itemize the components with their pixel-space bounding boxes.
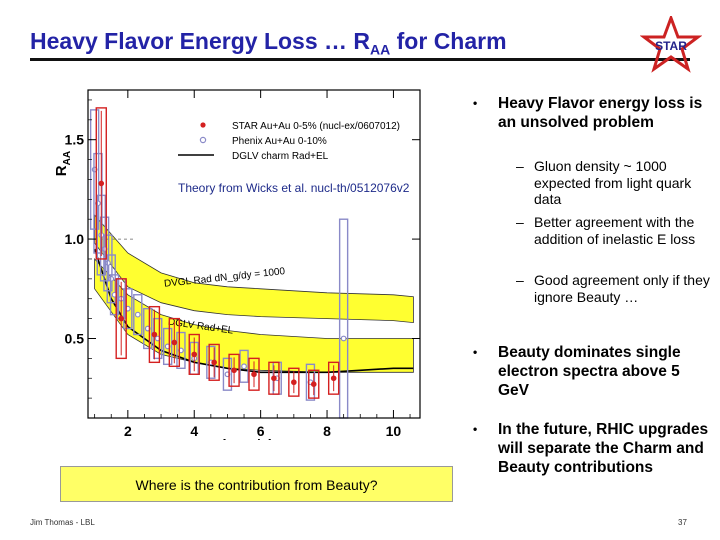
star-error-box [148, 305, 161, 364]
star-error-box [228, 353, 240, 387]
phenix-error-box [176, 331, 186, 370]
star-error-box [188, 333, 200, 375]
star-point [171, 339, 178, 346]
legend-label: Phenix Au+Au 0-10% [232, 136, 327, 147]
theory-note: Theory from Wicks et al. nucl-th/0512076… [178, 181, 410, 195]
phenix-point [241, 363, 247, 370]
star-point [330, 375, 337, 382]
phenix-error-box [133, 294, 143, 336]
bullet-3: • In the future, RHIC upgrades will separ… [473, 421, 709, 476]
dvgl-rad-band [94, 214, 414, 324]
star-point [118, 315, 124, 322]
star-error-box [308, 369, 320, 399]
star-error-box [115, 278, 127, 360]
x-tick-label: 2 [124, 423, 132, 439]
x-tick-label: 6 [257, 423, 265, 439]
phenix-error-box [123, 288, 133, 330]
phenix-error-box [143, 307, 153, 350]
star-point [251, 371, 257, 378]
phenix-error-box [109, 274, 120, 316]
y-tick-label: 1.5 [65, 132, 85, 148]
bullet-2: • Beauty dominates single electron spectr… [473, 344, 681, 399]
star-error-box [95, 107, 107, 260]
star-point [291, 379, 297, 386]
title-underline [30, 58, 690, 61]
footer-author: Jim Thomas - LBL [30, 518, 95, 527]
legend-label: STAR Au+Au 0-5% (nucl-ex/0607012) [232, 121, 400, 132]
legend-label: DGLV charm Rad+EL [232, 151, 329, 162]
phenix-point [134, 311, 141, 318]
bullet-1: • Heavy Flavor energy loss is an unsolved… [473, 95, 703, 131]
sub-bullet-2: – Better agreement with the addition of i… [516, 214, 696, 247]
star-point [231, 367, 237, 374]
phenix-error-box [162, 327, 173, 366]
dglv-curve [93, 248, 414, 374]
phenix-error-box [239, 349, 249, 383]
beauty-question-box: Where is the contribution from Beauty? [60, 466, 453, 502]
star-point [151, 331, 158, 338]
page-number: 37 [678, 518, 687, 527]
star-point [310, 381, 317, 388]
star-error-box [168, 317, 181, 368]
legend-phenix-marker [199, 136, 207, 144]
slide-title: Heavy Flavor Energy Loss … RAA for Charm [30, 28, 507, 58]
phenix-error-box [153, 317, 163, 360]
star-error-box [327, 361, 340, 395]
x-tick-label: 10 [386, 423, 402, 439]
star-point [211, 359, 217, 366]
star-point [191, 351, 198, 358]
plot-frame [87, 89, 421, 419]
y-axis-label: RAA [53, 151, 73, 176]
y-tick-label: 0.5 [65, 330, 85, 346]
star-logo-text: STAR [655, 39, 687, 53]
star-error-box [248, 357, 260, 391]
star-logo: STAR [640, 16, 702, 73]
star-error-box [288, 367, 300, 397]
star-point [271, 375, 277, 382]
y-tick-label: 1.0 [65, 231, 85, 247]
legend-star-marker [200, 122, 206, 128]
star-error-box [208, 343, 220, 381]
x-axis-label: pT (GeV/c) [201, 437, 273, 440]
star-point [98, 180, 105, 187]
x-tick-label: 8 [323, 423, 331, 439]
sub-bullet-3: – Good agreement only if they ignore Beau… [516, 272, 710, 305]
phenix-error-box [222, 357, 233, 391]
phenix-point [340, 335, 347, 342]
x-tick-label: 4 [190, 423, 198, 439]
sub-bullet-1: – Gluon density ~ 1000 expected from ligh… [516, 158, 692, 207]
star-error-box [268, 361, 280, 395]
